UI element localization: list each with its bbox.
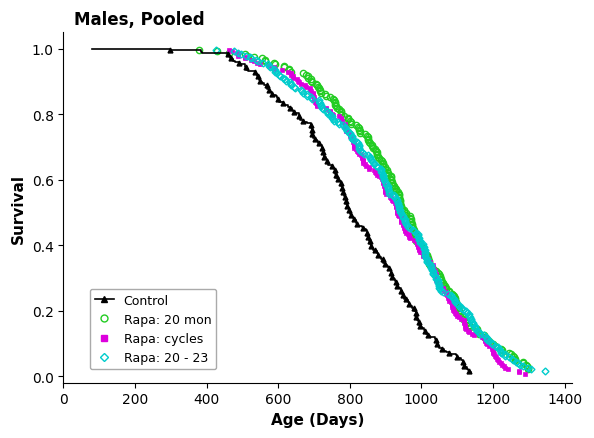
Y-axis label: Survival: Survival xyxy=(11,173,26,243)
X-axis label: Age (Days): Age (Days) xyxy=(271,412,364,427)
Text: Males, Pooled: Males, Pooled xyxy=(74,11,204,29)
Legend: Control, Rapa: 20 mon, Rapa: cycles, Rapa: 20 - 23: Control, Rapa: 20 mon, Rapa: cycles, Rap… xyxy=(90,289,216,370)
